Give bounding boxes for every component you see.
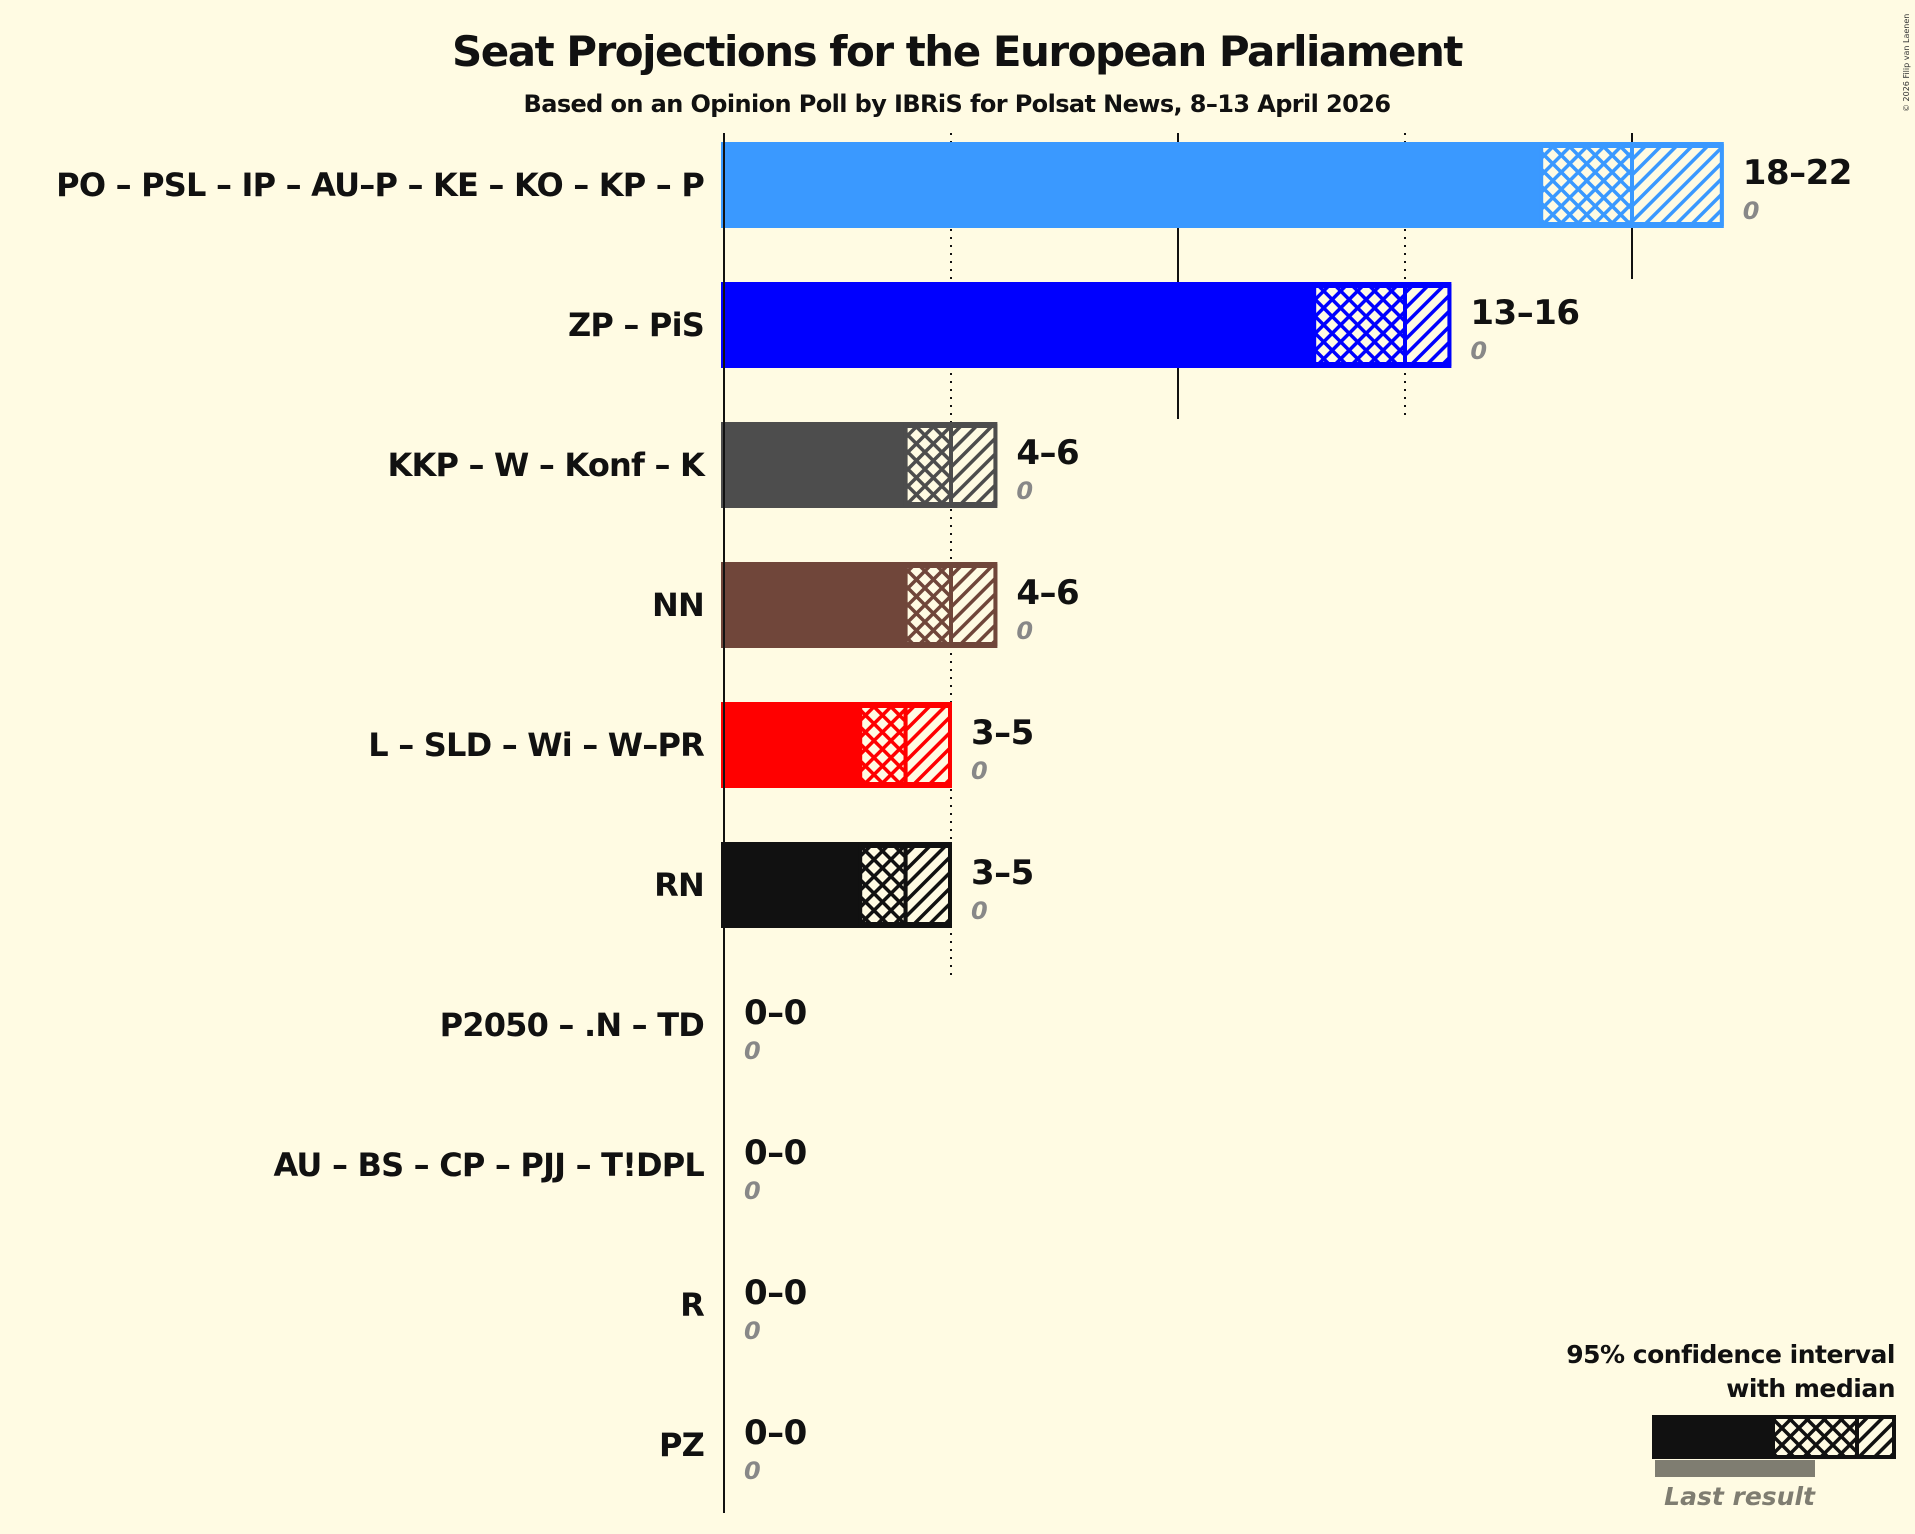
bar-row: KKP – W – Konf – K 4–6 0 [387, 422, 1080, 508]
range-label: 4–6 [1016, 573, 1079, 613]
last-result-label: 0 [1470, 337, 1487, 365]
range-label: 18–22 [1743, 153, 1852, 193]
bar-row: RN 3–5 0 [654, 842, 1034, 928]
party-label: ZP – PiS [568, 306, 704, 344]
bar-median-to-ci-high [1630, 144, 1724, 226]
range-label: 4–6 [1016, 433, 1079, 473]
range-label: 13–16 [1470, 293, 1579, 333]
bar-outline [721, 422, 998, 508]
chart-title: Seat Projections for the European Parlia… [452, 27, 1463, 76]
last-result-label: 0 [1016, 617, 1033, 645]
legend-line-1: 95% confidence interval [1566, 1340, 1895, 1369]
bar-median-to-ci-high [949, 424, 998, 506]
bar-median-to-ci-high [949, 564, 998, 646]
bar-solid [722, 283, 1315, 367]
last-result-label: 0 [744, 1317, 761, 1345]
bar-median-to-ci-high [903, 704, 952, 786]
range-label: 0–0 [744, 1413, 807, 1453]
bar-outline [721, 282, 1452, 368]
bar-row: P2050 – .N – TD 0–0 0 [440, 993, 808, 1065]
bar-solid [722, 143, 1542, 227]
bar-row: NN 4–6 0 [652, 562, 1080, 648]
bar-outline [721, 562, 998, 648]
party-label: KKP – W – Konf – K [387, 446, 706, 484]
bar-median-to-ci-high [1403, 284, 1452, 366]
last-result-label: 0 [971, 757, 988, 785]
bar-outline [721, 842, 952, 928]
bar-solid [722, 843, 861, 927]
bar-ci-low-to-median [1539, 144, 1634, 226]
bar-row: L – SLD – Wi – W–PR 3–5 0 [368, 702, 1034, 788]
bar-solid [722, 703, 861, 787]
bar-solid [722, 563, 906, 647]
party-label: L – SLD – Wi – W–PR [368, 726, 704, 764]
bars-group: PO – PSL – IP – AU–P – KE – KO – KP – P 1… [56, 142, 1852, 1485]
party-label: PZ [659, 1426, 704, 1464]
chart-subtitle: Based on an Opinion Poll by IBRiS for Po… [524, 90, 1391, 118]
party-label: NN [652, 586, 704, 624]
bar-outline [721, 142, 1724, 228]
bar-ci-low-to-median [903, 424, 953, 506]
bar-row: PO – PSL – IP – AU–P – KE – KO – KP – P 1… [56, 142, 1852, 228]
bar-outline [721, 702, 952, 788]
range-label: 0–0 [744, 1133, 807, 1173]
range-label: 0–0 [744, 1273, 807, 1313]
party-label: P2050 – .N – TD [440, 1006, 704, 1044]
last-result-label: 0 [744, 1177, 761, 1205]
legend-line-2: with median [1726, 1374, 1895, 1403]
bar-row: R 0–0 0 [680, 1273, 807, 1345]
party-label: PO – PSL – IP – AU–P – KE – KO – KP – P [56, 166, 704, 204]
party-label: AU – BS – CP – PJJ – T!DPL [273, 1146, 704, 1184]
legend-ci-bar [1652, 1415, 1896, 1459]
last-result-label: 0 [1016, 477, 1033, 505]
range-label: 0–0 [744, 993, 807, 1033]
legend-last-result-label: Last result [1664, 1482, 1816, 1511]
bar-ci-low-to-median [858, 844, 908, 926]
range-label: 3–5 [971, 713, 1034, 753]
bar-ci-low-to-median [1312, 284, 1407, 366]
last-result-label: 0 [744, 1457, 761, 1485]
last-result-label: 0 [744, 1037, 761, 1065]
bar-ci-low-to-median [858, 704, 908, 786]
legend-last-result-bar [1655, 1460, 1815, 1477]
bar-median-to-ci-high [903, 844, 952, 926]
bar-row: PZ 0–0 0 [659, 1413, 807, 1485]
bar-row: AU – BS – CP – PJJ – T!DPL 0–0 0 [273, 1133, 807, 1205]
last-result-label: 0 [1743, 197, 1760, 225]
copyright-notice: © 2026 Filip van Laenen [1902, 14, 1911, 112]
range-label: 3–5 [971, 853, 1034, 893]
last-result-label: 0 [971, 897, 988, 925]
bar-row: ZP – PiS 13–16 0 [568, 282, 1580, 368]
party-label: RN [654, 866, 704, 904]
bar-solid [722, 423, 906, 507]
party-label: R [680, 1286, 704, 1324]
bar-ci-low-to-median [903, 564, 953, 646]
legend: 95% confidence interval with median Last… [1566, 1340, 1896, 1511]
